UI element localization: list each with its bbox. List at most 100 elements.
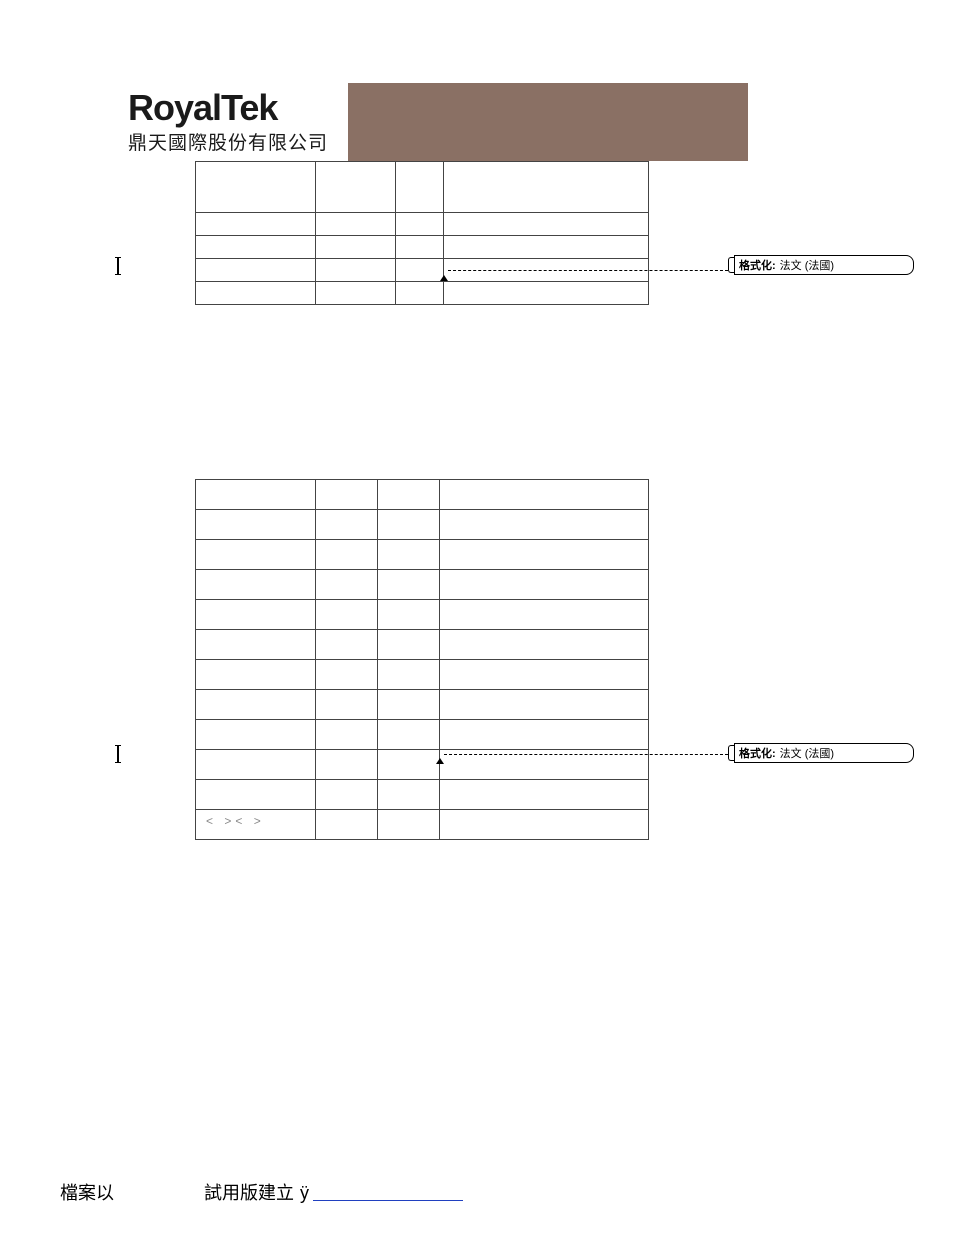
- footer-underline-link[interactable]: [313, 1200, 463, 1201]
- table-cell: [378, 690, 440, 720]
- table-cell: PSRF103 protocol header: [440, 510, 649, 540]
- table-cell: [440, 780, 649, 810]
- table-cell: Name: [196, 480, 316, 510]
- table-cell: sec: [378, 600, 440, 630]
- message-detail-table: Name Example Unit Description Message ID…: [195, 479, 649, 840]
- table-cell: *25: [316, 690, 378, 720]
- header-band: [348, 83, 748, 161]
- table-cell: End of message termination: [444, 282, 649, 305]
- table-cell: [396, 259, 444, 282]
- table-cell: Checksum: [196, 690, 316, 720]
- table-cell: Unit: [378, 480, 440, 510]
- table-row: Name Example Unit Description: [196, 162, 649, 213]
- comment-label: 格式化:: [739, 745, 776, 761]
- table-row: Message ID $PSRF103 PSRF103 protocol hea…: [196, 510, 649, 540]
- table-cell: 00: [316, 540, 378, 570]
- query-fix-rate-table: Name Example Unit Description Message ID…: [195, 161, 649, 305]
- table-cell: [396, 236, 444, 259]
- table-cell: [378, 810, 440, 840]
- table-row: <CR><LF> End of message termination: [196, 282, 649, 305]
- comment-text: 法文 (法國): [780, 257, 834, 273]
- table-cell: [440, 690, 649, 720]
- table-cell: [378, 660, 440, 690]
- table-cell: Checksum: [196, 259, 316, 282]
- table-cell: $PSRF103: [316, 213, 396, 236]
- table-cell: [196, 660, 316, 690]
- crlf-symbol: < >< >: [200, 814, 265, 828]
- table-cell: 00: [316, 780, 378, 810]
- table-cell: Rate: [196, 600, 316, 630]
- table-cell: [316, 810, 378, 840]
- table-cell: Example: [316, 480, 378, 510]
- logo-main-text: RoyalTek: [128, 90, 348, 126]
- table-cell: 1=Enable Checksum: [440, 660, 649, 690]
- table-row: Checksum *25: [196, 690, 649, 720]
- table-row: 1=Enable Checksum: [196, 660, 649, 690]
- format-comment-balloon: 格式化: 法文 (法國): [734, 743, 914, 763]
- table-cell: 01: [316, 570, 378, 600]
- logo-sub-text: 鼎天國際股份有限公司: [128, 128, 348, 155]
- table-cell: [440, 720, 649, 750]
- table-cell: [378, 630, 440, 660]
- text-cursor-icon: [117, 745, 119, 763]
- table-cell: End of message termination: [440, 810, 649, 840]
- table-cell: $PSRF103: [316, 510, 378, 540]
- table-row: < >< > End of message termination: [196, 810, 649, 840]
- table-cell: Unit: [396, 162, 444, 213]
- footer-text-2: 試用版建立: [204, 1179, 294, 1205]
- comment-leader-line: [444, 754, 728, 755]
- comment-anchor-icon: [440, 275, 448, 281]
- table-cell: Description: [444, 162, 649, 213]
- table-row: Mode 01 0=SetRate,1=Query: [196, 570, 649, 600]
- table-row: QueryFixRate 02 00=disable, 02=enable: [196, 236, 649, 259]
- table-cell: [378, 570, 440, 600]
- table-cell: 0=Disable Checksum,: [440, 630, 649, 660]
- table-cell: 01: [316, 630, 378, 660]
- table-cell: 10: [316, 720, 378, 750]
- table-row: Message ID $PSRF103 PSRF103 protocol hea…: [196, 213, 649, 236]
- table-cell: Msg: [196, 720, 316, 750]
- table-cell: [378, 720, 440, 750]
- table-row: Name Example Unit Description: [196, 480, 649, 510]
- table-cell: Name: [196, 162, 316, 213]
- comment-label: 格式化:: [739, 257, 776, 273]
- table-cell: 0=SetRate,1=Query: [440, 570, 649, 600]
- table-cell: Message ID: [196, 213, 316, 236]
- table-cell: [316, 660, 378, 690]
- table-cell: [316, 282, 396, 305]
- table-cell: [378, 540, 440, 570]
- table-cell: 02: [316, 236, 396, 259]
- table-cell: <CR><LF>: [196, 282, 316, 305]
- table-cell: Output—off=0,max=255: [440, 600, 649, 630]
- footer-text-1: 檔案以: [60, 1179, 114, 1205]
- table-cell: [396, 282, 444, 305]
- format-comment-balloon: 格式化: 法文 (法國): [734, 255, 914, 275]
- table-cell: Mode: [196, 750, 316, 780]
- table-cell: CksumEnable: [196, 630, 316, 660]
- table-cell: [378, 750, 440, 780]
- table-row: Rate 00: [196, 780, 649, 810]
- table-cell: Mode: [196, 570, 316, 600]
- table-row: Rate 00 sec Output—off=0,max=255: [196, 600, 649, 630]
- table-cell: Rate: [196, 780, 316, 810]
- table-row: Msg 10: [196, 720, 649, 750]
- footer-ychar: ÿ: [300, 1183, 309, 1204]
- table-row: CksumEnable 01 0=Disable Checksum,: [196, 630, 649, 660]
- table-cell: 00: [316, 750, 378, 780]
- table-row: Msg 00 See Table 2-9: [196, 540, 649, 570]
- text-cursor-icon: [117, 257, 119, 275]
- table-cell: [396, 213, 444, 236]
- comment-text: 法文 (法國): [780, 745, 834, 761]
- comment-anchor-icon: [436, 758, 444, 764]
- table-cell: 00=disable, 02=enable: [444, 236, 649, 259]
- table-cell: < >< >: [196, 810, 316, 840]
- company-logo: RoyalTek 鼎天國際股份有限公司: [128, 90, 348, 155]
- table-cell: *42: [316, 259, 396, 282]
- comment-leader-line: [448, 270, 728, 271]
- table-cell: [378, 510, 440, 540]
- table-cell: Message ID: [196, 510, 316, 540]
- table-cell: 00: [316, 600, 378, 630]
- table-cell: PSRF103 protocol header: [444, 213, 649, 236]
- table-cell: Example: [316, 162, 396, 213]
- trial-footer: 檔案以 試用版建立 ÿ: [60, 1179, 894, 1205]
